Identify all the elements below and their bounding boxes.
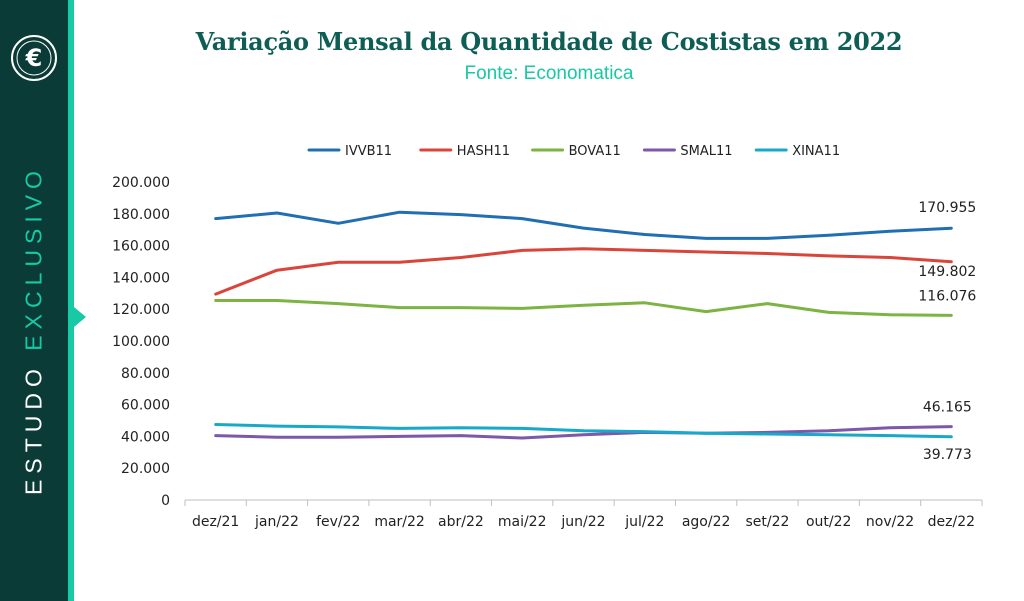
- x-tick-label: ago/22: [682, 514, 731, 530]
- x-tick-label: dez/22: [928, 514, 975, 530]
- x-tick-label: jun/22: [560, 514, 605, 530]
- euro-coin-logo: €: [11, 35, 57, 81]
- y-tick-label: 20.000: [121, 461, 170, 477]
- y-axis: 0 20.000 40.000 60.000 80.000 100.000 120.000 1…: [112, 175, 170, 509]
- y-tick-label: 100.000: [112, 334, 170, 350]
- y-tick-label: 200.000: [112, 175, 170, 191]
- legend-label-ivvb11: IVVB11: [345, 144, 392, 159]
- series-line-xina11: [214, 423, 953, 439]
- chart-subtitle: Fonte: Economatica: [464, 63, 634, 84]
- x-tick-label: jul/22: [624, 514, 664, 530]
- x-tick-label: mai/22: [498, 514, 547, 530]
- data-label-hash11: 149.802: [918, 264, 976, 280]
- y-tick-label: 0: [161, 493, 170, 509]
- y-tick-label: 120.000: [112, 302, 170, 318]
- end-labels: 170.955 149.802 116.076 46.165 39.773: [918, 200, 976, 463]
- svg-text:€: €: [25, 44, 43, 72]
- legend-label-hash11: HASH11: [457, 144, 510, 159]
- x-axis: dez/21 jan/22 fev/22 mar/22 abr/22 mai/22 jun/…: [184, 499, 983, 530]
- y-tick-label: 160.000: [112, 239, 170, 255]
- x-tick-label: fev/22: [316, 514, 360, 530]
- y-tick-label: 140.000: [112, 270, 170, 286]
- x-tick-label: dez/21: [192, 514, 239, 530]
- legend-label-xina11: XINA11: [792, 144, 840, 159]
- y-tick-label: 80.000: [121, 366, 170, 382]
- sidebar-arrow-icon: [74, 307, 86, 327]
- data-label-smal11: 46.165: [923, 400, 972, 416]
- sidebar: [0, 0, 68, 601]
- sidebar-accent-stripe: [68, 0, 74, 601]
- series-line-bova11: [214, 299, 953, 317]
- chart-legend: IVVB11 HASH11 BOVA11 SMAL11 XINA11: [307, 144, 840, 159]
- x-tick-label: out/22: [806, 514, 851, 530]
- x-tick-label: set/22: [745, 514, 789, 530]
- x-tick-label: abr/22: [438, 514, 484, 530]
- legend-label-bova11: BOVA11: [569, 144, 621, 159]
- x-tick-label: mar/22: [374, 514, 425, 530]
- data-label-xina11: 39.773: [923, 447, 972, 463]
- x-tick-label: jan/22: [254, 514, 299, 530]
- series-lines: [214, 210, 953, 440]
- y-tick-label: 40.000: [121, 429, 170, 445]
- series-line-hash11: [214, 247, 953, 296]
- series-line-smal11: [214, 425, 953, 440]
- data-label-ivvb11: 170.955: [918, 200, 976, 216]
- y-tick-label: 60.000: [121, 398, 170, 414]
- legend-label-smal11: SMAL11: [680, 144, 732, 159]
- series-line-ivvb11: [214, 210, 953, 240]
- data-label-bova11: 116.076: [918, 288, 976, 304]
- y-tick-label: 180.000: [112, 207, 170, 223]
- x-tick-label: nov/22: [866, 514, 914, 530]
- chart-title: Variação Mensal da Quantidade de Costist…: [195, 27, 903, 56]
